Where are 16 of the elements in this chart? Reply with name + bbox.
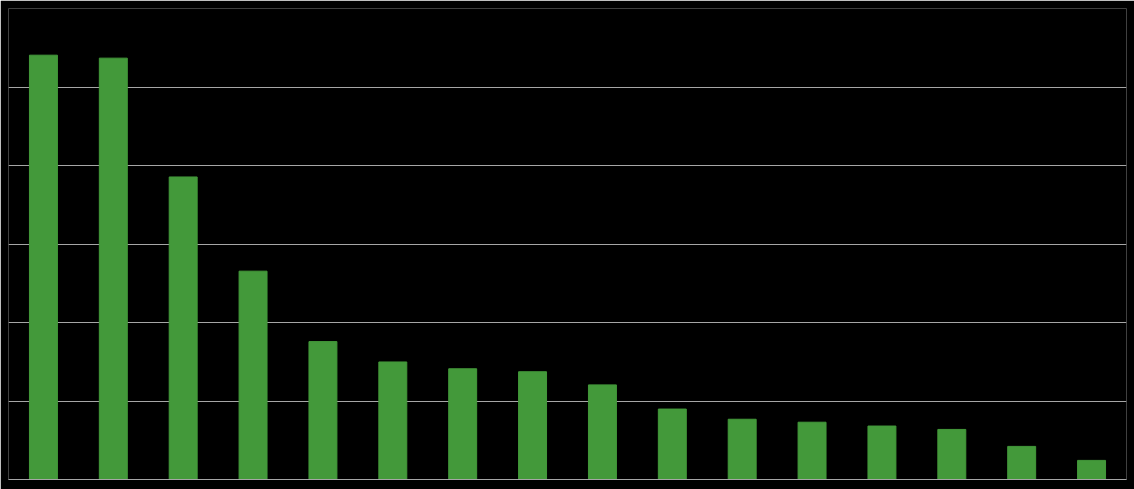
bar <box>238 270 268 480</box>
bar <box>168 176 198 480</box>
bar <box>587 384 617 480</box>
bar <box>797 421 827 480</box>
bar <box>727 418 757 480</box>
bar <box>448 368 478 480</box>
bar <box>937 428 967 480</box>
bar <box>98 57 128 480</box>
bar <box>378 361 408 480</box>
bar <box>28 54 58 480</box>
bar <box>1077 459 1107 480</box>
bar <box>308 341 338 480</box>
bar <box>867 425 897 480</box>
bar <box>657 408 687 480</box>
bar <box>1007 445 1037 480</box>
bar <box>518 371 548 480</box>
